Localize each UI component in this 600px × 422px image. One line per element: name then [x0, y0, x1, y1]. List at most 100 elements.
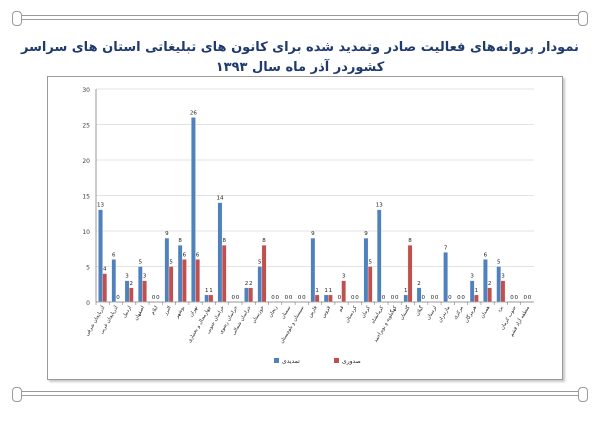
- x-category-label: مازندران: [437, 305, 451, 324]
- x-category-label: قزوین: [320, 304, 332, 319]
- legend-swatch-صدوری: [334, 358, 339, 363]
- data-label: 0: [116, 295, 120, 301]
- legend-label: تمدیدی: [282, 358, 300, 365]
- chart-frame: 0 5 10 15 20 25 30 13 4 آذربایجان شرقی 6 0 آذربایجان…: [47, 76, 563, 380]
- bar-تمدیدی-خراسان شمالی: [244, 287, 249, 303]
- data-label: 0: [302, 295, 306, 301]
- bar-صدوری-اردبیل: [129, 287, 134, 303]
- data-label: 13: [97, 203, 104, 209]
- bar-تمدیدی-کرمانشاه: [376, 209, 382, 303]
- x-category-label: کردستان: [344, 304, 359, 323]
- data-label: 0: [338, 295, 342, 301]
- data-label: 6: [196, 252, 200, 258]
- data-label: 0: [351, 295, 355, 301]
- x-category-label: گیلان: [414, 304, 426, 317]
- y-tick-label: 25: [82, 123, 90, 130]
- data-label: 3: [125, 274, 129, 280]
- data-label: 2: [245, 281, 249, 287]
- data-label: 1: [475, 288, 479, 294]
- bar-تمدیدی-گلستان: [403, 294, 409, 303]
- bar-صدوری-چهارمحال و بختیاری: [208, 294, 214, 303]
- data-label: 3: [342, 274, 346, 280]
- x-category-label: زنجان: [268, 304, 280, 318]
- data-label: 26: [190, 110, 197, 116]
- data-label: 9: [364, 231, 368, 237]
- data-label: 0: [289, 295, 293, 301]
- data-label: 7: [444, 245, 448, 251]
- data-label: 8: [178, 238, 182, 244]
- y-tick-label: 5: [86, 265, 90, 272]
- bar-تمدیدی-گیلان: [416, 287, 422, 303]
- data-label: 2: [249, 281, 253, 287]
- data-label: 6: [183, 252, 187, 258]
- data-label: 1: [324, 288, 328, 294]
- data-label: 2: [130, 281, 134, 287]
- x-category-label: کرمان: [360, 304, 372, 319]
- bar-تمدیدی-البرز: [164, 237, 170, 303]
- bar-تمدیدی-مازندران: [443, 252, 448, 303]
- bar-تمدیدی-اصفهان: [138, 266, 143, 303]
- bar-تمدیدی-همدان: [483, 259, 488, 303]
- x-category-label: قم: [337, 304, 345, 312]
- data-label: 5: [169, 260, 173, 266]
- x-category-label: لرستان: [425, 305, 438, 322]
- bar-تمدیدی-خوزستان: [257, 266, 263, 303]
- data-label: 0: [156, 295, 160, 301]
- data-label: 5: [368, 260, 372, 266]
- data-label: 1: [209, 288, 213, 294]
- data-label: 14: [216, 196, 223, 202]
- data-label: 0: [382, 295, 386, 301]
- bottom-right-scroll-ornament: [578, 387, 588, 402]
- bottom-decorative-rule: [18, 391, 584, 396]
- data-label: 1: [205, 288, 209, 294]
- data-label: 0: [231, 295, 235, 301]
- bar-صدوری-خراسان جنوبی: [221, 245, 227, 303]
- bar-تمدیدی-هرمزگان: [469, 280, 475, 303]
- top-decorative-rule: [18, 15, 584, 20]
- y-tick-label: 30: [82, 87, 90, 94]
- bar-تمدیدی-یزد: [496, 266, 501, 303]
- data-label: 0: [276, 295, 280, 301]
- data-label: 1: [315, 288, 319, 294]
- data-label: 0: [236, 295, 240, 301]
- data-label: 0: [523, 295, 527, 301]
- data-label: 1: [329, 288, 333, 294]
- bar-صدوری-همدان: [487, 287, 492, 303]
- bar-صدوری-کرمان: [367, 266, 373, 303]
- bar-صدوری-بوشهر: [182, 259, 187, 303]
- data-label: 0: [457, 295, 461, 301]
- x-category-label: اصفهان: [133, 305, 146, 322]
- data-label: 6: [112, 252, 116, 258]
- data-label: 0: [514, 295, 518, 301]
- bar-صدوری-فارس: [314, 294, 320, 303]
- data-label: 6: [484, 252, 488, 258]
- x-category-label: خوزستان: [251, 305, 266, 324]
- bar-تمدیدی-آذربایجان شرقی: [98, 209, 103, 303]
- data-label: 2: [417, 281, 421, 287]
- bar-صدوری-گلستان: [407, 245, 413, 303]
- data-label: 0: [298, 295, 302, 301]
- data-label: 5: [139, 260, 143, 266]
- data-label: 0: [528, 295, 532, 301]
- x-category-label: فارس: [307, 304, 319, 318]
- y-tick-label: 10: [82, 229, 90, 236]
- data-label: 8: [222, 238, 226, 244]
- bar-صدوری-البرز: [168, 266, 174, 303]
- y-tick-label: 15: [82, 194, 90, 201]
- data-label: 0: [461, 295, 465, 301]
- data-label: 0: [285, 295, 289, 301]
- y-tick-label: 20: [82, 158, 90, 165]
- x-category-label: مرکزی: [452, 305, 465, 321]
- bar-صدوری-یزد: [500, 280, 506, 303]
- x-category-label: اردبیل: [121, 305, 133, 319]
- data-label: 0: [395, 295, 399, 301]
- data-label: 0: [391, 295, 395, 301]
- legend-swatch-تمدیدی: [274, 358, 279, 363]
- bar-صدوری-آذربایجان شرقی: [102, 273, 108, 303]
- bar-تمدیدی-اردبیل: [124, 280, 130, 303]
- x-category-label: البرز: [162, 305, 173, 317]
- bar-تمدیدی-خراسان جنوبی: [217, 202, 223, 303]
- data-label: 0: [422, 295, 426, 301]
- data-label: 0: [510, 295, 514, 301]
